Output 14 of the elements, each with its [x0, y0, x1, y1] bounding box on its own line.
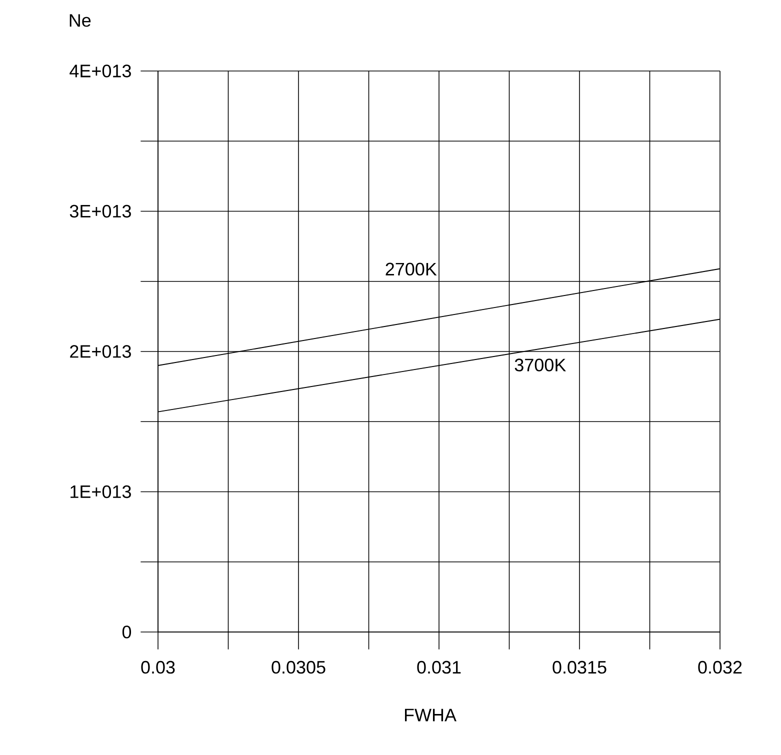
x-tick-label: 0.0305	[272, 660, 326, 674]
y-tick-label: 0	[122, 626, 132, 638]
y-tick-label: 2E+013	[70, 345, 131, 358]
y-axis-title: Ne	[70, 14, 91, 27]
x-tick-label: 0.032	[698, 660, 742, 674]
y-tick-label: 3E+013	[70, 204, 131, 218]
x-tick-label: 0.031	[417, 660, 461, 674]
series-label: 3700K	[514, 358, 566, 372]
x-tick-label: 0.03	[141, 660, 175, 674]
text: 2700K	[386, 262, 437, 276]
y-tick-label: 1E+013	[70, 485, 131, 498]
x-tick-label: 0.0315	[552, 660, 606, 674]
x-axis-title: FWHA	[405, 708, 456, 722]
y-tick-label: 4E+013	[70, 64, 131, 78]
